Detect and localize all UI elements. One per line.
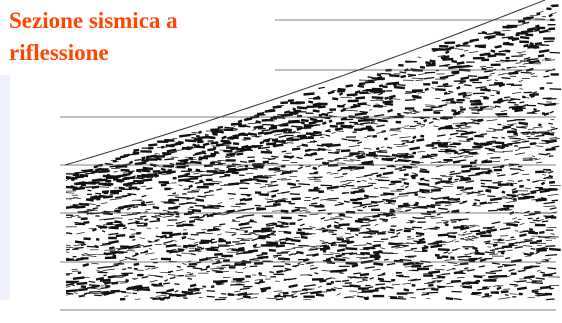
depth-lines (60, 19, 556, 311)
reflectors (65, 4, 562, 301)
side-strip (0, 75, 10, 300)
reflector-strokes (65, 4, 561, 301)
topography (64, 0, 546, 166)
title-line: Sezione sismica a (9, 8, 178, 33)
title-line: riflessione (9, 40, 109, 65)
